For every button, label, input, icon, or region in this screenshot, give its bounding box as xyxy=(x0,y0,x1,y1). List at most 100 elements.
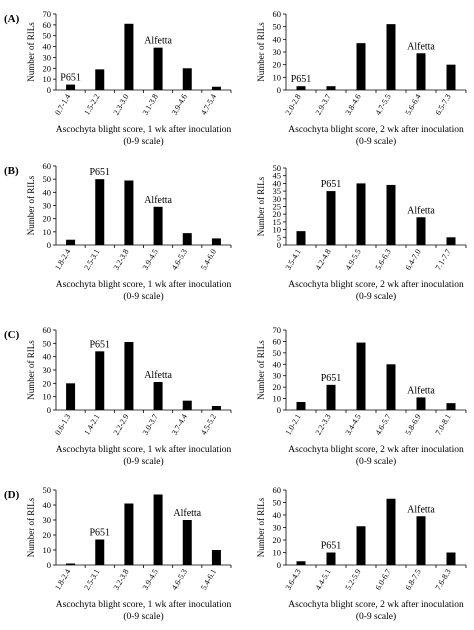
chart-8-y-tick-label: 10 xyxy=(273,548,282,558)
chart-3-bar xyxy=(153,206,163,245)
chart-3-y-tick-label: 50 xyxy=(43,174,52,184)
chart-7-x-axis-label: Ascochyta blight score, 1 wk after inocu… xyxy=(56,599,232,610)
chart-4-annotation-alfetta: Alfetta xyxy=(407,205,435,216)
chart-4-bar xyxy=(446,237,456,245)
chart-8-bar xyxy=(416,516,426,565)
chart-3-x-tick-label: 4.6-5.3 xyxy=(170,248,189,272)
chart-3-y-tick-label: 0 xyxy=(47,240,51,250)
chart-1-bar xyxy=(124,23,134,90)
chart-2-y-axis-label: Number of RILs xyxy=(256,22,266,82)
chart-8-x-tick-label: 4.4-5.1 xyxy=(314,568,333,592)
chart-5-x-tick-label: 0.6-1.3 xyxy=(53,413,72,437)
chart-7-y-tick-label: 40 xyxy=(43,500,52,510)
chart-8-x-axis-unit: (0-9 scale) xyxy=(356,611,396,622)
chart-1-x-axis-label: Ascochyta blight score, 1 wk after inocu… xyxy=(56,124,232,135)
chart-4-bar xyxy=(416,217,426,245)
chart-4-x-tick-label: 4.2-4.8 xyxy=(314,248,333,272)
chart-3-x-tick-label: 1.8-2.4 xyxy=(53,248,72,272)
chart-4-y-tick-label: 0 xyxy=(277,240,281,250)
chart-2-y-tick-label: 0 xyxy=(277,85,281,95)
chart-2-bar xyxy=(416,53,426,90)
chart-7-y-tick-label: 30 xyxy=(43,515,52,525)
chart-7-annotation-p651: P651 xyxy=(89,528,110,539)
chart-2-x-tick-label: 3.8-4.6 xyxy=(344,93,363,117)
chart-8-y-tick-label: 60 xyxy=(273,485,282,495)
chart-6-y-tick-label: 30 xyxy=(273,371,282,381)
chart-3-annotation-alfetta: Alfetta xyxy=(144,195,172,206)
chart-2-x-tick-label: 2.9-3.7 xyxy=(314,93,333,117)
chart-3-x-tick-label: 3.9-4.5 xyxy=(141,248,160,272)
panel-row-label: (A) xyxy=(4,13,20,25)
chart-4-y-tick-label: 35 xyxy=(273,186,282,196)
chart-5-annotation-p651: P651 xyxy=(89,339,110,350)
chart-2-x-tick-label: 4.7-5.5 xyxy=(374,93,393,117)
chart-7-x-tick-label: 3.2-3.8 xyxy=(112,568,131,592)
chart-2-x-axis-label: Ascochyta blight score, 2 wk after inocu… xyxy=(288,124,464,135)
chart-3-bar xyxy=(211,238,221,245)
chart-3-annotation-p651: P651 xyxy=(89,167,110,178)
chart-1-x-tick-label: 3.9-4.6 xyxy=(170,93,189,117)
chart-6-y-tick-label: 70 xyxy=(273,325,282,335)
chart-8-y-tick-label: 30 xyxy=(273,523,282,533)
chart-4-x-tick-label: 5.6-6.3 xyxy=(374,248,393,272)
chart-2-x-tick-label: 6.5-7.3 xyxy=(434,93,453,117)
chart-1-y-tick-label: 50 xyxy=(43,31,52,41)
chart-7-x-tick-label: 3.9-4.5 xyxy=(141,568,160,592)
chart-5-y-tick-label: 10 xyxy=(43,392,52,402)
chart-2-y-tick-label: 10 xyxy=(273,72,282,82)
chart-1-y-tick-label: 60 xyxy=(43,20,52,30)
chart-2-x-tick-label: 2.0-2.8 xyxy=(284,93,303,117)
chart-6-y-tick-label: 20 xyxy=(273,382,282,392)
chart-7-x-tick-label: 1.8-2.4 xyxy=(53,568,72,592)
chart-8-bar xyxy=(326,552,336,565)
chart-4-y-axis-label: Number of RILs xyxy=(256,176,266,236)
chart-8-x-axis-label: Ascochyta blight score, 2 wk after inocu… xyxy=(288,599,464,610)
chart-7-bar xyxy=(211,550,221,565)
panel-row-label: (B) xyxy=(4,165,19,177)
chart-8-y-tick-label: 40 xyxy=(273,510,282,520)
chart-5-bar xyxy=(124,342,134,410)
chart-5-x-axis-label: Ascochyta blight score, 1 wk after inocu… xyxy=(56,444,232,455)
chart-4-y-tick-label: 5 xyxy=(277,232,281,242)
chart-4-bar xyxy=(386,184,396,245)
chart-4-x-tick-label: 4.9-5.5 xyxy=(344,248,363,272)
chart-1-bar xyxy=(95,69,105,90)
chart-6-y-tick-label: 10 xyxy=(273,394,282,404)
chart-6-bar xyxy=(416,397,426,410)
chart-4-y-tick-label: 15 xyxy=(273,217,282,227)
chart-6-y-tick-label: 50 xyxy=(273,348,282,358)
chart-6-y-tick-label: 0 xyxy=(277,405,281,415)
chart-5-y-tick-label: 50 xyxy=(43,338,52,348)
chart-4-bar xyxy=(356,183,366,245)
chart-1-annotation-alfetta: Alfetta xyxy=(144,36,172,47)
chart-1-y-tick-label: 40 xyxy=(43,42,52,52)
chart-5-bar xyxy=(153,382,163,410)
chart-4-y-tick-label: 25 xyxy=(273,202,282,212)
chart-1-y-axis-label: Number of RILs xyxy=(26,22,36,82)
chart-2-bar xyxy=(296,86,306,90)
chart-5-x-tick-label: 3.0-3.7 xyxy=(141,413,160,437)
chart-5-bar xyxy=(211,406,221,410)
chart-1-bar xyxy=(66,84,76,90)
chart-8-y-tick-label: 50 xyxy=(273,498,282,508)
chart-8-bar xyxy=(446,552,456,565)
chart-5-y-tick-label: 40 xyxy=(43,352,52,362)
chart-5-x-tick-label: 1.4-2.1 xyxy=(82,413,101,437)
chart-7-y-tick-label: 50 xyxy=(43,485,52,495)
panel-row-label: (C) xyxy=(4,329,20,341)
chart-8-y-axis-label: Number of RILs xyxy=(256,497,266,557)
chart-3-y-axis-label: Number of RILs xyxy=(26,175,36,235)
chart-5-bar xyxy=(66,383,76,410)
chart-5-bar xyxy=(95,351,105,410)
chart-4-bar xyxy=(326,191,336,245)
chart-5-y-tick-label: 30 xyxy=(43,365,52,375)
chart-3-x-tick-label: 2.5-3.1 xyxy=(82,248,101,272)
chart-4-x-tick-label: 6.4-7.0 xyxy=(404,248,423,272)
chart-2-x-tick-label: 5.6-6.4 xyxy=(404,93,423,117)
chart-3-bar xyxy=(182,233,192,245)
chart-1-x-tick-label: 0.7-1.4 xyxy=(53,93,72,117)
chart-3-x-tick-label: 5.4-6.0 xyxy=(199,248,218,272)
chart-8-x-tick-label: 3.6-4.3 xyxy=(284,568,303,592)
chart-6-y-axis-label: Number of RILs xyxy=(256,340,266,400)
chart-5-x-tick-label: 4.5-5.2 xyxy=(199,413,218,437)
